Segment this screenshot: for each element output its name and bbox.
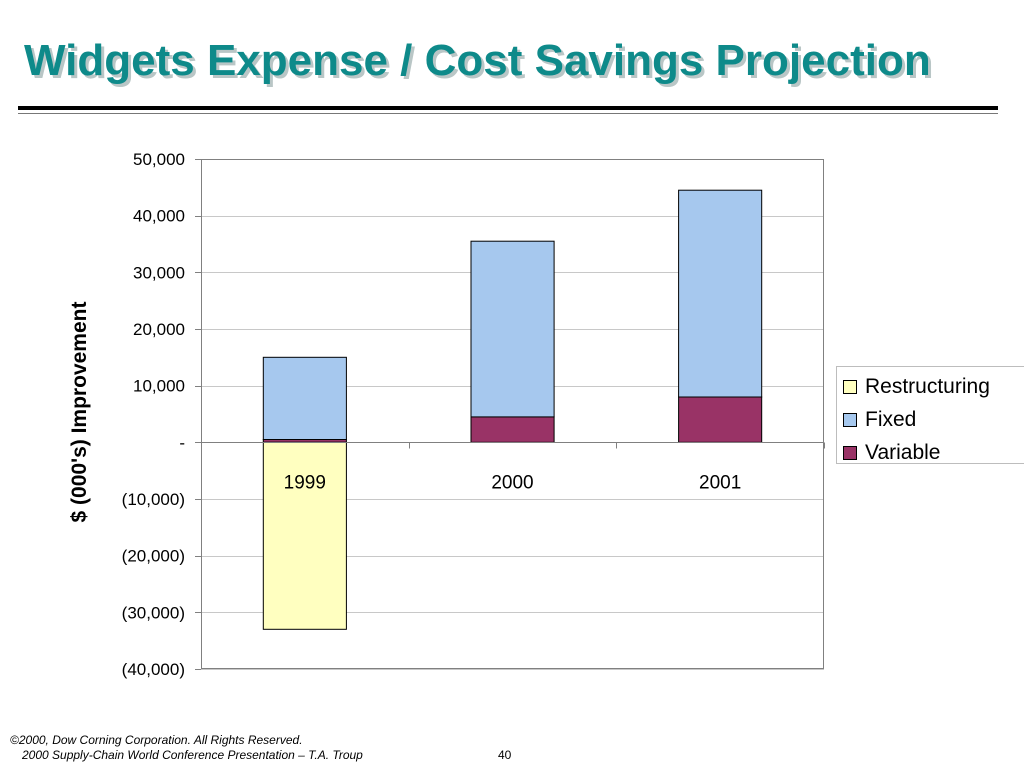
footer-presentation: 2000 Supply-Chain World Conference Prese… [22,748,363,762]
y-tick-label: (20,000) [122,547,185,566]
legend-label-fixed: Fixed [865,408,917,431]
slide-title: Widgets Expense / Cost Savings Projectio… [24,36,931,85]
bar-segment-fixed-2000 [470,240,555,418]
legend-label-restructuring: Restructuring [865,375,990,398]
legend-item-fixed: Fixed [843,408,916,432]
y-tick-label: - [179,433,185,452]
y-tick-label: 50,000 [133,150,185,169]
page-number: 40 [498,748,512,762]
bars [262,189,763,630]
legend-item-restructuring: Restructuring [843,375,990,399]
y-tick-label: 40,000 [133,207,185,226]
title-underline [18,106,998,110]
y-tick-label: 10,000 [133,377,185,396]
x-tick-label: 2001 [699,472,741,493]
footer-copyright: ©2000, Dow Corning Corporation. All Righ… [10,733,303,747]
y-tick-label: 30,000 [133,263,185,282]
y-tick-label: 20,000 [133,320,185,339]
bar-segment-fixed-1999 [262,356,347,440]
legend-item-variable: Variable [843,441,941,465]
bar-segment-fixed-2001 [678,189,763,398]
title-underline-thin [18,113,998,114]
bar-segment-variable-2001 [678,396,763,443]
y-tick-label: (40,000) [122,660,185,679]
legend-swatch-fixed [843,413,857,427]
chart-legend: Restructuring Fixed Variable [836,366,1024,464]
plot-area-border [201,159,824,669]
x-tick-label: 1999 [284,472,326,493]
y-tick-label: (10,000) [122,490,185,509]
legend-swatch-restructuring [843,380,857,394]
tick-labels: 50,000 40,000 30,000 20,000 10,000 - (10,000) (… [122,150,742,679]
axes [195,159,825,670]
bar-segment-restructuring-1999 [262,441,347,630]
x-tick-label: 2000 [491,472,533,493]
legend-label-variable: Variable [865,441,941,464]
y-axis-title: $ (000's) Improvement [68,301,91,523]
y-tick-label: (30,000) [122,603,185,622]
legend-swatch-variable [843,446,857,460]
bar-segment-variable-2000 [470,416,555,443]
